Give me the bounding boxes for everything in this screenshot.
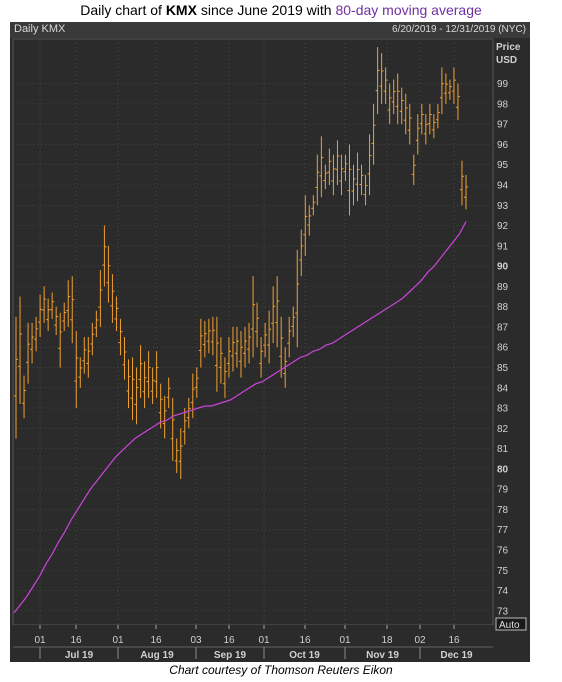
y-tick-label: 75 [497,566,509,577]
x-day-label: 01 [339,635,351,646]
y-tick-label: 79 [497,485,509,496]
x-month-label: Oct 19 [289,650,320,661]
x-day-label: 16 [299,635,311,646]
x-day-label: 03 [190,635,202,646]
x-day-label: 16 [448,635,460,646]
chart-date-range: 6/20/2019 - 12/31/2019 (NYC) [392,24,526,35]
y-tick-label: 74 [497,586,509,597]
y-tick-label: 91 [497,241,509,252]
x-month-label: Nov 19 [366,650,399,661]
y-tick-label: 92 [497,221,509,232]
x-month-label: Dec 19 [440,650,473,661]
y-tick-label: 83 [497,404,509,415]
y-tick-label: 80 [497,464,509,475]
y-tick-label: 81 [497,444,509,455]
auto-scale-label: Auto [499,620,520,631]
x-day-label: 01 [258,635,270,646]
y-tick-label: 86 [497,343,509,354]
y-tick-label: 85 [497,363,509,374]
chart-panel: 73 74 75 76 77 78 79 80 81 82 83 84 85 86 87 88 89 90 91 92… [10,22,530,662]
x-day-label: 16 [70,635,82,646]
chart-header-bar: Daily KMX 6/20/2019 - 12/31/2019 (NYC) [10,22,530,38]
y-tick-label: 78 [497,505,509,516]
y-tick-label: 77 [497,525,509,536]
x-month-label: Sep 19 [214,650,247,661]
y-tick-label: 82 [497,424,509,435]
y-tick-label: 87 [497,322,509,333]
y-tick-label: 99 [497,79,509,90]
x-day-label: 02 [414,635,426,646]
x-day-label: 01 [112,635,124,646]
price-chart: 73 74 75 76 77 78 79 80 81 82 83 84 85 86 87 88 89 90 91 92… [12,38,527,661]
y-tick-label: 88 [497,302,509,313]
y-tick-label: 76 [497,545,509,556]
y-tick-label: 89 [497,282,509,293]
y-axis-unit: USD [496,55,517,66]
moving-average-line [13,221,467,614]
chart-credit: Chart courtesy of Thomson Reuters Eikon [169,663,393,677]
x-day-label: 16 [223,635,235,646]
y-tick-label: 73 [497,606,509,617]
auto-scale-box [495,617,527,631]
x-day-label: 18 [381,635,393,646]
y-tick-label: 94 [497,180,509,191]
y-tick-label: 90 [497,262,509,273]
x-month-label: Aug 19 [140,650,174,661]
y-axis-label: Price [496,42,521,53]
x-month-label: Jul 19 [65,650,94,661]
x-day-label: 01 [34,635,46,646]
chart-instrument-label: Daily KMX [14,23,66,35]
x-day-label: 16 [150,635,162,646]
x-axis-area [13,625,493,659]
y-tick-label: 96 [497,140,509,151]
y-tick-label: 84 [497,383,509,394]
y-tick-label: 95 [497,160,509,171]
y-tick-label: 97 [497,120,509,131]
y-tick-label: 98 [497,99,509,110]
y-tick-label: 93 [497,201,509,212]
chart-title: Daily chart of KMX since June 2019 with … [80,2,482,18]
